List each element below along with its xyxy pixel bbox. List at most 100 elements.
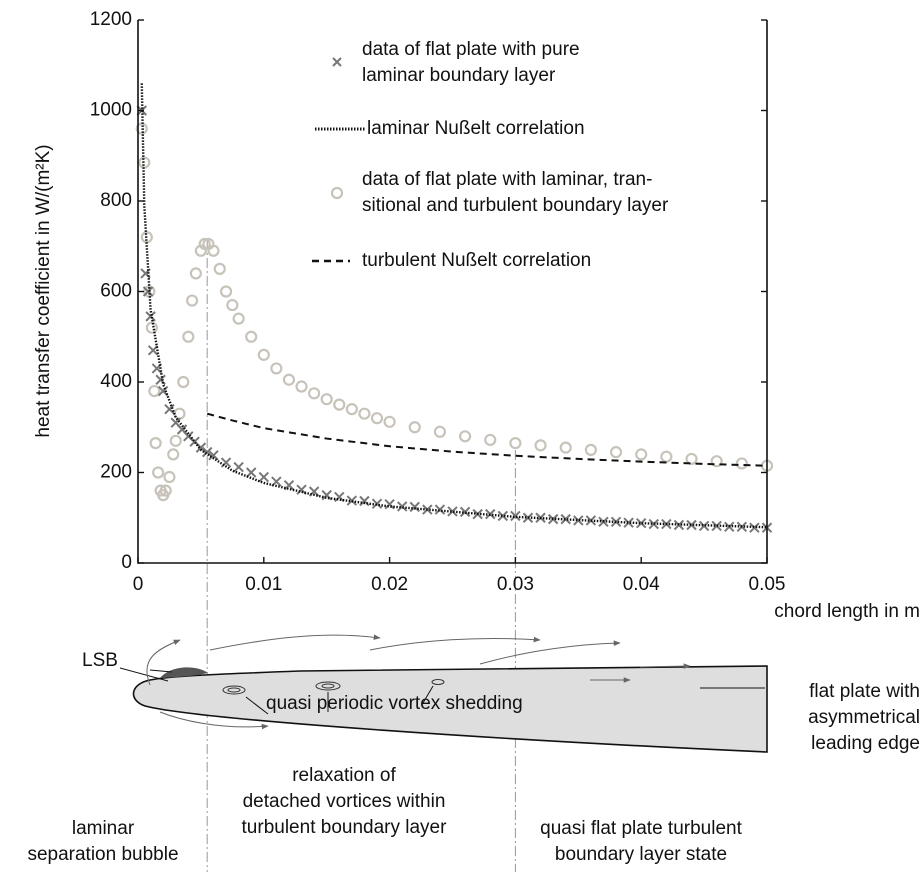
circle-marker xyxy=(383,415,396,428)
x-marker xyxy=(749,522,760,533)
circle-marker xyxy=(710,455,723,468)
x-marker xyxy=(573,515,584,526)
x-marker xyxy=(409,501,420,513)
x-marker xyxy=(686,519,697,531)
x-marker xyxy=(321,489,332,501)
circle-marker xyxy=(226,298,239,312)
circle-marker xyxy=(358,407,371,420)
x-tick-label: 0.03 xyxy=(497,574,534,595)
airfoil-diagram xyxy=(119,634,768,753)
x-marker xyxy=(164,403,175,415)
circle-marker xyxy=(167,448,180,461)
x-marker xyxy=(459,506,471,518)
circle-marker xyxy=(149,436,162,450)
circle-marker xyxy=(163,470,176,484)
circle-marker xyxy=(370,412,384,425)
x-marker xyxy=(142,286,154,297)
y-tick-label: 800 xyxy=(100,190,132,211)
circle-marker xyxy=(198,237,211,251)
plate-label: flat plate with asymmetrical leading edg… xyxy=(808,681,920,754)
circle-marker xyxy=(584,443,597,456)
series-line xyxy=(140,83,768,529)
axis-frame xyxy=(137,20,768,564)
x-marker xyxy=(201,446,213,458)
x-marker xyxy=(283,479,295,491)
y-tick-label: 0 xyxy=(121,552,132,573)
x-marker xyxy=(623,517,634,528)
circle-marker xyxy=(534,439,547,452)
circle-marker xyxy=(270,362,283,375)
circle-marker xyxy=(609,446,623,459)
circle-marker xyxy=(257,348,270,361)
circle-marker xyxy=(232,312,245,325)
circle-marker xyxy=(219,285,233,298)
x-marker xyxy=(434,504,446,515)
lsb-label: LSB xyxy=(82,650,118,671)
circle-marker xyxy=(408,421,421,434)
x-marker xyxy=(396,501,408,512)
circle-marker xyxy=(145,321,158,334)
x-marker xyxy=(384,498,395,510)
circle-marker xyxy=(213,262,226,275)
x-marker xyxy=(711,520,722,532)
x-tick-label: 0 xyxy=(133,574,144,595)
y-tick-label: 1200 xyxy=(90,9,132,30)
legend-label: data of flat plate with laminar, tran- s… xyxy=(362,169,669,216)
vortex-label: quasi periodic vortex shedding xyxy=(266,693,523,714)
legend-label: turbulent Nußelt correlation xyxy=(362,250,592,271)
x-tick-label: 0.04 xyxy=(623,574,660,595)
turbulent-state-label: quasi flat plate turbulent boundary laye… xyxy=(540,818,742,865)
circle-marker xyxy=(635,448,648,461)
circle-marker xyxy=(152,466,165,479)
flow-arrows xyxy=(146,634,691,730)
axes: 0 200 400 600 800 1000 1200 0 0.01 0.02 0.03 0.04 0.… xyxy=(90,9,786,595)
legend-label: data of flat plate with pure laminar bou… xyxy=(362,39,580,86)
circle-marker xyxy=(207,244,220,257)
lsb-leader xyxy=(149,669,173,673)
x-marker xyxy=(233,461,244,473)
circle-marker xyxy=(484,433,497,447)
x-tick-label: 0.01 xyxy=(245,574,282,595)
x-marker xyxy=(447,506,458,517)
circle-marker xyxy=(433,425,447,438)
series-line xyxy=(206,412,768,467)
circle-marker xyxy=(148,384,161,398)
y-tick-label: 1000 xyxy=(90,100,132,121)
circle-marker xyxy=(159,484,172,497)
legend-label: laminar Nußelt correlation xyxy=(367,118,585,139)
circle-marker xyxy=(245,330,258,343)
circle-marker xyxy=(308,387,321,400)
lsb-shape xyxy=(160,667,208,678)
circle-marker xyxy=(735,457,748,470)
circle-marker xyxy=(509,436,522,450)
x-marker xyxy=(497,510,509,522)
y-tick-label: 400 xyxy=(100,371,132,392)
x-axis-label: chord length in m xyxy=(774,601,920,622)
plate-shape xyxy=(132,665,768,753)
circle-marker xyxy=(169,434,182,447)
circle-marker xyxy=(559,441,572,454)
circle-marker xyxy=(185,294,199,307)
circle-marker xyxy=(458,430,472,443)
y-tick-label: 600 xyxy=(100,281,132,302)
reference-lines xyxy=(206,240,516,872)
circle-marker xyxy=(345,403,358,416)
x-tick-label: 0.05 xyxy=(749,574,786,595)
circle-marker xyxy=(295,380,308,393)
x-marker xyxy=(635,517,647,529)
x-marker xyxy=(560,513,571,525)
leaders xyxy=(119,667,765,715)
plot xyxy=(135,83,774,533)
circle-marker xyxy=(177,375,190,389)
circle-marker xyxy=(182,330,195,343)
circle-marker xyxy=(140,231,153,244)
circle-marker xyxy=(320,393,333,406)
circle-marker xyxy=(330,186,344,200)
y-axis-label: heat transfer coefficient in W/(m²K) xyxy=(33,144,54,437)
x-marker xyxy=(510,510,521,522)
circle-marker xyxy=(333,398,346,411)
bubble-label: laminar separation bubble xyxy=(27,818,179,865)
circle-marker xyxy=(189,267,202,280)
